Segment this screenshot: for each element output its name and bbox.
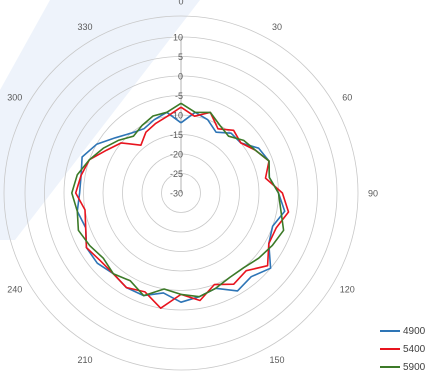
- angle-tick-label: 150: [269, 355, 284, 365]
- angle-tick-label: 60: [342, 93, 352, 103]
- angle-tick-labels: 0306090120150180210240270300330: [7, 0, 378, 365]
- angle-tick-label: 240: [7, 285, 22, 295]
- angle-tick-label: 90: [368, 189, 378, 199]
- angle-tick-label: 330: [77, 22, 92, 32]
- angle-tick-label: 0: [178, 0, 183, 7]
- series-line-5900: [71, 102, 285, 298]
- legend-swatch: [380, 330, 400, 332]
- legend-label: 5400: [403, 343, 426, 355]
- angle-tick-label: 300: [7, 93, 22, 103]
- radial-tick-label: 5: [178, 52, 183, 62]
- angle-tick-label: 210: [77, 355, 92, 365]
- series-lines: [71, 102, 290, 310]
- radial-tick-label: -15: [170, 130, 183, 140]
- legend-swatch: [380, 366, 400, 368]
- radial-tick-labels: 10 5 0 -5 -10 -15 -20 -25 -30: [170, 33, 183, 199]
- legend-item-5900: 5900: [380, 358, 428, 376]
- legend-item-4900: 4900: [380, 322, 428, 340]
- outer-ring: [3, 15, 359, 371]
- legend-item-5400: 5400: [380, 340, 428, 358]
- legend: 4900 5400 5900: [380, 322, 428, 376]
- radial-tick-label: -20: [170, 150, 183, 160]
- radial-tick-label: -5: [175, 91, 183, 101]
- radial-tick-label: -25: [170, 169, 183, 179]
- legend-label: 4900: [403, 325, 426, 337]
- legend-swatch: [380, 348, 400, 350]
- angle-tick-label: 120: [340, 285, 355, 295]
- radial-tick-label: 10: [173, 33, 183, 43]
- radial-tick-label: -30: [170, 189, 183, 199]
- radial-tick-label: 0: [178, 72, 183, 82]
- legend-label: 5900: [403, 361, 426, 373]
- angle-tick-label: 30: [272, 22, 282, 32]
- radial-tick-label: -10: [170, 111, 183, 121]
- series-line-4900: [76, 111, 286, 304]
